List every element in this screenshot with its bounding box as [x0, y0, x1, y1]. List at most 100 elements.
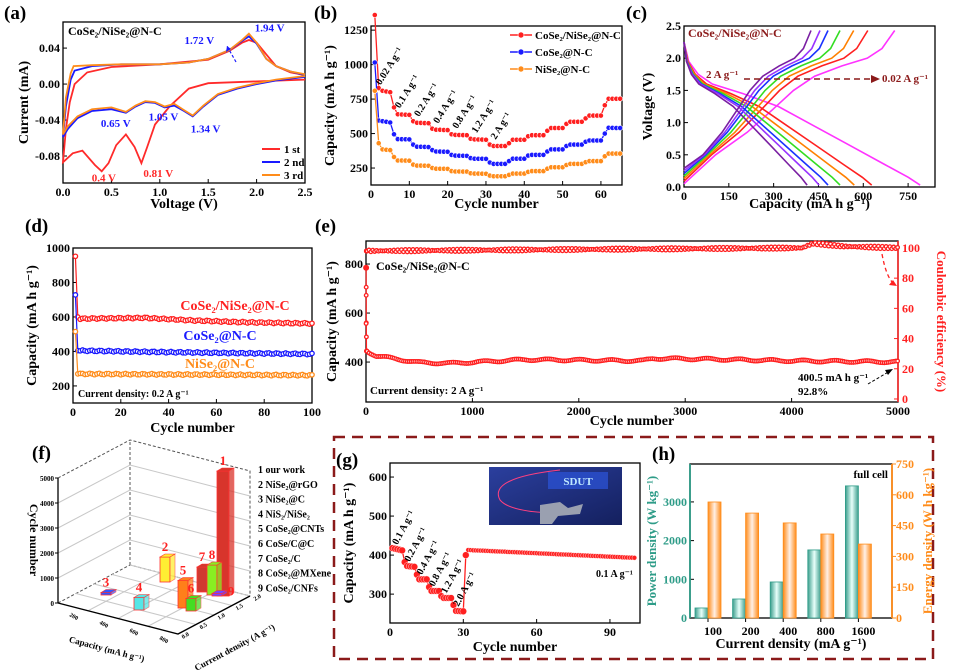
y-tick-label: 1.0	[217, 613, 226, 622]
y-tick-label: 500	[369, 509, 387, 523]
rate-data-point	[371, 59, 378, 66]
panel-label: (c)	[626, 3, 647, 24]
x-tick-label: 100	[704, 624, 722, 638]
bar-number-label: 5	[180, 563, 187, 578]
y2-tick-label: 600	[896, 488, 914, 502]
y-tick-label: 1.0	[666, 116, 681, 130]
x-tick-label: 60	[595, 187, 607, 201]
y2-tick-label: 60	[902, 301, 914, 315]
bar3d-8: 8	[205, 547, 224, 596]
coulombic-efficiency-point	[895, 244, 901, 250]
x-tick-label: 2000	[567, 404, 591, 418]
cv-curve-1	[61, 39, 306, 173]
z-tick-label: 3000	[40, 525, 55, 533]
bar3d-9: 9	[210, 584, 235, 599]
discharge-curve	[683, 41, 873, 186]
y-axis-title: Capacity (mA h g⁻¹)	[25, 265, 40, 386]
energy-density-bar	[820, 533, 835, 619]
y-tick-label: 3000	[663, 495, 687, 509]
y2-axis-title: Energy density (W h kg⁻¹)	[920, 468, 935, 614]
peak-label: 1.94 V	[255, 22, 285, 34]
panel-c: 0 150 300 450 600 750 0.0 0.5 1.0 1.5 2.0 2.5 Capaci…	[626, 3, 936, 212]
x-tick-label: 50	[557, 187, 569, 201]
cv-curve-3	[62, 32, 306, 135]
legend-label: CoSe₂@N-C	[535, 47, 593, 59]
charge-curve	[683, 30, 812, 169]
charge-curve	[683, 30, 869, 182]
x-tick-label: 4000	[780, 404, 804, 418]
y-tick-label: 500	[350, 127, 368, 141]
first-cycle-point	[363, 264, 370, 271]
x-tick-label: 0	[368, 187, 374, 201]
rate-data-point	[617, 150, 623, 157]
capacity-data-point	[447, 594, 455, 602]
cycle-data-point	[309, 350, 315, 357]
x-tick-label: 800	[158, 636, 169, 646]
legend-item: 4 NiS₂/NiSe₂	[258, 509, 310, 520]
y-tick-label: 0.0	[666, 180, 681, 194]
legend-label: 2 nd	[284, 157, 305, 169]
y-tick-label: 0.04	[39, 41, 60, 55]
series-label: NiSe₂@N-C	[185, 357, 255, 372]
grid-line	[111, 574, 233, 606]
y-tick-label: 1.5	[666, 83, 681, 97]
highlight-dashed-box	[332, 435, 935, 661]
y-tick-label: 2.0	[666, 51, 681, 65]
rate-label: 2 A g⁻¹	[489, 111, 514, 142]
grid-line	[57, 489, 251, 529]
y-tick-label: 2.5	[666, 19, 681, 33]
panel-label: (a)	[4, 3, 26, 24]
rate-data-point	[444, 127, 451, 134]
y2-tick-label: 40	[902, 332, 914, 346]
cv-curve-2	[62, 35, 306, 138]
series-label: CoSe₂@N-C	[183, 329, 256, 344]
x-tick-label: 0.0	[56, 185, 71, 199]
legend-item: 6 CoSe/C@C	[258, 539, 314, 550]
x-tick-label: 0	[681, 189, 687, 203]
annotation-arrow	[867, 370, 891, 385]
bar-top-face	[176, 577, 195, 581]
x-tick-label: 400	[98, 620, 109, 630]
capacity-data-point	[363, 334, 369, 340]
x-tick-label: 400	[779, 624, 797, 638]
peak-label: 0.4 V	[92, 172, 116, 184]
rate-data-point	[601, 102, 608, 109]
grid-line	[57, 539, 251, 579]
x-axis-title: Voltage (V)	[150, 197, 218, 212]
y-tick-label: 0.5	[199, 622, 208, 631]
rate-data-point	[601, 130, 608, 137]
arrow-head-icon	[226, 46, 231, 52]
panel-title: CoSe₂/NiSe₂@N-C	[376, 259, 470, 273]
capacity-data-point	[462, 551, 470, 559]
capacity-data-point	[631, 555, 638, 561]
y-tick-label: 400	[345, 355, 363, 369]
power-density-bar	[845, 485, 859, 619]
bar-front-face	[206, 564, 218, 596]
bar-number-label: 4	[136, 580, 143, 595]
y-tick-label: 400	[52, 344, 70, 358]
panel-f: (f) 0 1000 2000 3000 4000 5000 200 400 600 800 0.0 0…	[27, 439, 332, 672]
x-axis-title: Capacity (mA h g⁻¹)	[68, 634, 146, 664]
capacity-data-point	[895, 358, 901, 364]
rate-data-point	[559, 125, 566, 131]
y-tick-label: 800	[52, 275, 70, 289]
discharge-curve	[683, 41, 808, 186]
rate-data-point	[521, 136, 528, 143]
rate-data-point	[582, 115, 589, 122]
z-tick-label: 2000	[40, 550, 55, 558]
current-density-label: Current density: 0.2 A g⁻¹	[78, 389, 189, 400]
x-tick-label: 5000	[886, 404, 910, 418]
x-tick-label: 1.5	[201, 185, 216, 199]
peak-label: 0.81 V	[143, 168, 173, 180]
bar-top-face	[99, 589, 118, 593]
x-tick-label: 30	[457, 625, 469, 639]
y-tick-label: -0.04	[35, 113, 60, 127]
bar-top-face	[184, 595, 203, 599]
panel-label: (e)	[315, 216, 336, 237]
legend-item: 3 NiSe₂@C	[258, 495, 305, 506]
rate-data-point	[387, 147, 394, 153]
y2-axis-title: Coulombic efficiency (%)	[934, 251, 949, 393]
x-tick-label: 0	[363, 404, 369, 418]
bar-front-face	[211, 593, 223, 597]
